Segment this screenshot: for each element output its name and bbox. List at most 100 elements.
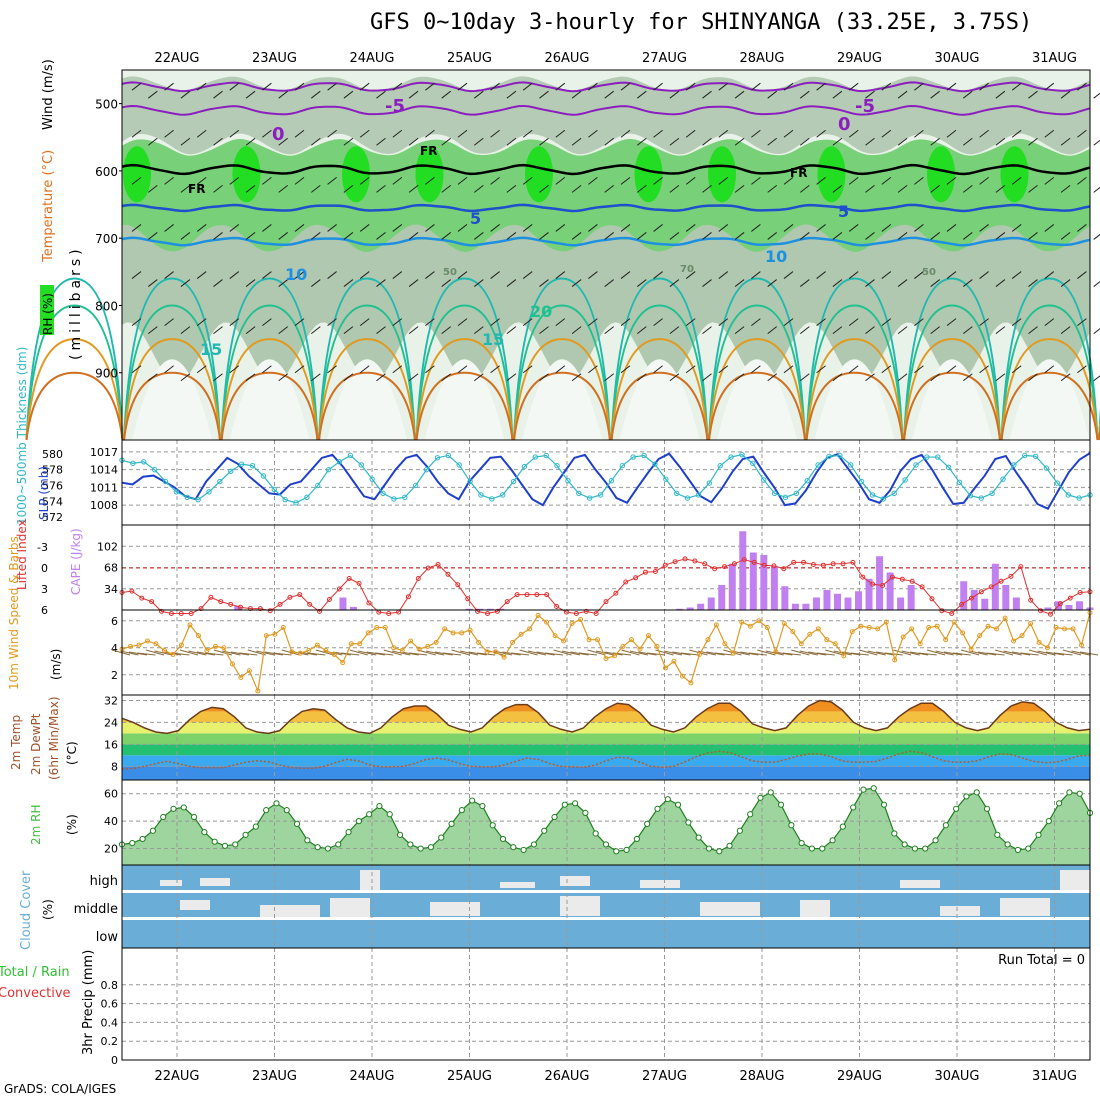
wind-point — [679, 673, 685, 679]
lifted-point — [149, 599, 155, 605]
wind-barb — [343, 137, 354, 146]
wind-barb — [441, 184, 452, 193]
wind-point — [204, 647, 210, 653]
wind-barb — [164, 82, 174, 91]
wind-barb — [571, 232, 582, 240]
wind-barb — [799, 137, 810, 146]
wind-point — [170, 652, 176, 658]
wind-barb — [522, 365, 533, 374]
rh-point — [788, 822, 795, 829]
rh-point — [880, 801, 888, 808]
wind-point — [696, 652, 702, 658]
cloud-separator — [122, 890, 1090, 893]
wind-barb — [1044, 271, 1055, 279]
wind-barb — [685, 318, 696, 327]
wind-barb — [767, 326, 778, 335]
lifted-point — [218, 599, 224, 605]
axis-label-rh-units: (%) — [65, 814, 79, 835]
wind-barb — [522, 318, 533, 327]
cloud-row-label: high — [90, 874, 118, 889]
wind-barb — [848, 176, 859, 185]
wind-point — [238, 674, 244, 680]
wind-point — [178, 642, 184, 648]
wind-point — [603, 656, 609, 662]
rh-point — [1014, 846, 1022, 854]
wind-barb — [653, 224, 663, 232]
wind-barb — [669, 90, 680, 99]
rh-point — [901, 841, 908, 848]
rh-point — [1004, 841, 1011, 848]
wind-barb — [425, 365, 435, 374]
lifted-point — [781, 566, 787, 572]
thickness-tick: 580 — [42, 448, 63, 461]
thickness-point — [826, 453, 832, 459]
wind-point — [722, 641, 728, 647]
wind-barb — [914, 365, 924, 374]
wind-barb — [946, 176, 957, 185]
rh-point — [129, 839, 136, 847]
wind-barb — [783, 129, 794, 138]
lifted-point — [168, 611, 174, 616]
rh-point — [592, 830, 599, 837]
lifted-point — [1047, 611, 1053, 617]
wind-barb — [343, 373, 354, 382]
lifted-point — [722, 564, 728, 570]
wind-barb — [604, 373, 615, 382]
wind-barb — [946, 129, 957, 138]
rh-point — [273, 800, 280, 807]
wind-barb — [865, 373, 875, 382]
cloud-gap — [200, 878, 230, 886]
cloud-row-label: low — [96, 930, 119, 945]
wind-barb — [441, 137, 452, 146]
wind-barb — [196, 82, 207, 91]
wind-barb — [588, 176, 598, 185]
wind-barb — [262, 82, 272, 91]
date-label-top: 27AUG — [642, 51, 687, 66]
wind-barb — [164, 271, 174, 279]
wind-barb — [848, 365, 859, 374]
precip-tick: 0.4 — [101, 1016, 119, 1029]
wind-barb — [865, 232, 875, 240]
thickness-point — [369, 476, 375, 482]
contour-label: 5 — [838, 202, 849, 221]
wind-barb — [245, 373, 256, 382]
wind-barb — [164, 365, 174, 374]
wind-barb — [816, 271, 826, 279]
wind-barb — [376, 326, 386, 335]
wind-barb — [629, 650, 649, 656]
lifted-tick: 6 — [41, 604, 48, 617]
wind-barb — [327, 176, 337, 185]
rh-point — [664, 796, 671, 803]
wind-barb — [473, 184, 484, 193]
wind-barb — [914, 129, 924, 138]
lifted-point — [139, 595, 145, 601]
wind-barb — [408, 90, 419, 99]
temp-band — [122, 766, 1090, 780]
wind-barb — [343, 184, 354, 193]
wind-barb — [751, 224, 761, 232]
wind-barb — [262, 176, 272, 185]
thickness-point — [1076, 495, 1082, 501]
wind-barb — [767, 232, 778, 240]
wind-barb — [273, 652, 292, 656]
contour-label: 0 — [838, 114, 851, 135]
wind-barb — [865, 184, 875, 193]
wind-barb — [180, 373, 191, 382]
wind-barb — [702, 373, 712, 382]
wind-barb — [281, 649, 300, 656]
cape-bar — [760, 555, 768, 610]
wind-barb — [734, 137, 745, 146]
wind-barb — [927, 649, 946, 656]
lifted-point — [287, 594, 293, 600]
wind-barb — [914, 318, 924, 327]
wind-barb — [229, 318, 240, 327]
wind-barb — [359, 271, 370, 279]
wind-barb — [702, 279, 712, 287]
wind-barb — [147, 326, 158, 335]
precip-tick: 0.6 — [101, 998, 119, 1011]
thickness-point — [782, 494, 789, 501]
wind-barb — [441, 90, 452, 99]
rh-point — [551, 813, 558, 821]
wind-barb — [392, 82, 403, 91]
wind-barb — [1011, 365, 1022, 374]
